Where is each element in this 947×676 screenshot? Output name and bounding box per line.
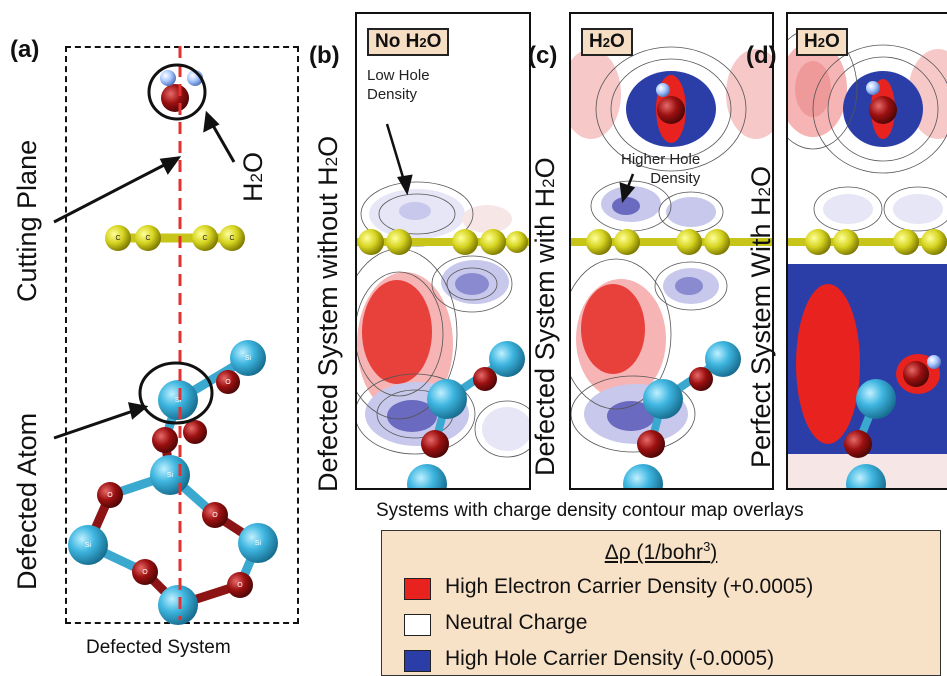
defected-atom-label: Defected Atom bbox=[12, 412, 42, 590]
panel-d-tag: H2O bbox=[796, 28, 848, 56]
si-atom-label: Si bbox=[255, 540, 262, 547]
panel-d-label: (d) bbox=[746, 42, 777, 69]
panel-a-structure: C C C C Si Si O Si O O Si Si O O bbox=[53, 46, 278, 625]
panel-a-label: (a) bbox=[10, 36, 40, 63]
panel-b-contour-svg bbox=[357, 14, 529, 488]
legend-item-label: High Hole Carrier Density (-0.0005) bbox=[445, 647, 775, 670]
panel-c-label: (c) bbox=[528, 42, 558, 69]
o-atom-label: O bbox=[107, 492, 113, 499]
legend-title: Δρ (1/bohr3) bbox=[604, 539, 718, 564]
c-atom-label: C bbox=[202, 235, 207, 242]
panel-c-contour-svg bbox=[571, 14, 772, 488]
panel-b-tag: No H2O bbox=[367, 28, 450, 56]
panel-d-side-title: Perfect System With H2O bbox=[746, 165, 776, 468]
overlay-caption: Systems with charge density contour map … bbox=[376, 500, 804, 521]
legend: Δρ (1/bohr3) High Electron Carrier Densi… bbox=[381, 530, 941, 676]
h2o-label: H2O bbox=[238, 152, 268, 202]
legend-item-label: High Electron Carrier Density (+0.0005) bbox=[445, 575, 814, 598]
panel-c-side-title: Defected System with H2O bbox=[530, 157, 560, 476]
legend-swatch-blue bbox=[404, 650, 431, 672]
si-atom-label: Si bbox=[167, 472, 174, 479]
o-atom-label: O bbox=[212, 512, 218, 519]
o-atom-label: O bbox=[142, 569, 148, 576]
o-atom-label: O bbox=[225, 379, 231, 386]
legend-swatch-red bbox=[404, 578, 431, 600]
o-atom-label: O bbox=[237, 582, 243, 589]
panel-b-contour-map: No H2O Low Hole Density bbox=[355, 12, 531, 490]
low-hole-density-note: Low Hole Density bbox=[367, 67, 430, 103]
panel-b-side-title: Defected System without H2O bbox=[313, 135, 343, 492]
c-atom-label: C bbox=[229, 235, 234, 242]
legend-item-label: Neutral Charge bbox=[445, 611, 588, 634]
defected-system-caption: Defected System bbox=[86, 637, 231, 658]
panel-b-label: (b) bbox=[309, 42, 340, 69]
si-atom-label: Si bbox=[85, 542, 92, 549]
si-atom-label: Si bbox=[245, 355, 252, 362]
panel-c-tag: H2O bbox=[581, 28, 633, 56]
c-atom-label: C bbox=[145, 235, 150, 242]
si-atom-label: Si bbox=[175, 397, 182, 404]
panel-d-contour-svg bbox=[788, 14, 947, 488]
panel-c-contour-map: H2O Higher Hole Density bbox=[569, 12, 774, 490]
c-atom-label: C bbox=[115, 235, 120, 242]
legend-swatch-white bbox=[404, 614, 431, 636]
higher-hole-density-note: Higher Hole Density bbox=[621, 151, 701, 187]
panel-d-contour-map: H2O bbox=[786, 12, 947, 490]
cutting-plane-label: Cutting Plane bbox=[12, 139, 42, 302]
